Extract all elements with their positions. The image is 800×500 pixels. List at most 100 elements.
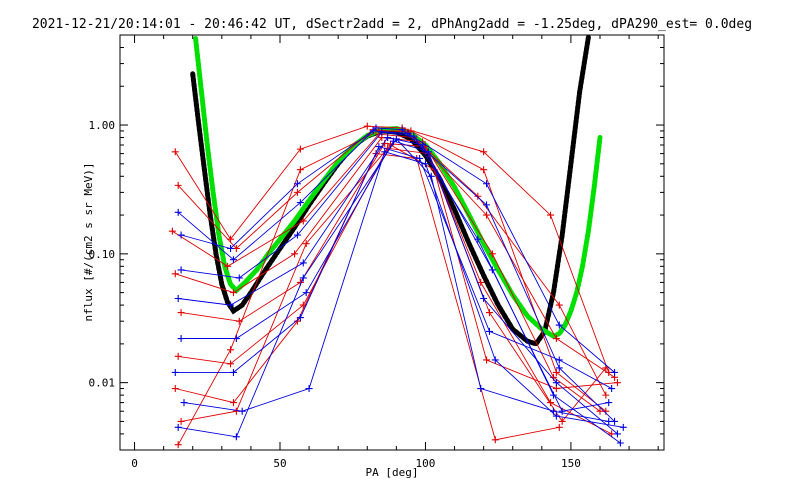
- data-point-blue: [174, 208, 182, 216]
- data-point-blue: [384, 134, 392, 142]
- data-point-red: [547, 211, 555, 219]
- data-point-red: [485, 309, 493, 317]
- data-point-red: [177, 417, 185, 425]
- series-blue-trace-11: [177, 127, 615, 422]
- data-point-red: [168, 227, 176, 235]
- data-point-blue: [177, 335, 185, 343]
- data-point-red: [491, 436, 499, 444]
- data-point-red: [555, 301, 563, 309]
- data-point-blue: [235, 274, 243, 282]
- data-point-red: [299, 301, 307, 309]
- data-point-red: [227, 346, 235, 354]
- data-point-blue: [232, 433, 240, 441]
- data-point-blue: [555, 364, 563, 372]
- data-point-blue: [180, 399, 188, 407]
- data-point-blue: [171, 368, 179, 376]
- data-point-blue: [229, 256, 237, 264]
- data-point-blue: [381, 148, 389, 156]
- data-point-red: [552, 368, 560, 376]
- data-point-blue: [299, 259, 307, 267]
- y-axis-label: nflux [#/(cm2 s sr MeV)]: [82, 163, 95, 322]
- data-point-red: [555, 423, 563, 431]
- data-point-red: [480, 148, 488, 156]
- x-tick-label: 100: [416, 457, 436, 470]
- data-point-blue: [605, 417, 613, 425]
- data-point-blue: [227, 245, 235, 253]
- series-red-trace-3: [177, 129, 607, 396]
- data-point-blue: [404, 129, 412, 137]
- data-point-blue: [480, 295, 488, 303]
- data-point-blue: [378, 128, 386, 136]
- data-point-red: [229, 289, 237, 297]
- data-point-blue: [299, 274, 307, 282]
- data-point-blue: [177, 231, 185, 239]
- data-point-red: [296, 166, 304, 174]
- y-tick-label: 1.00: [89, 119, 116, 132]
- data-point-blue: [232, 335, 240, 343]
- data-point-blue: [296, 199, 304, 207]
- axes: 0 50 100 150 0.01 0.10 1.00: [89, 34, 664, 470]
- data-point-red: [602, 364, 610, 372]
- data-point-blue: [552, 412, 560, 420]
- data-point-blue: [227, 301, 235, 309]
- data-point-red: [291, 250, 299, 258]
- data-point-blue: [619, 423, 627, 431]
- y-tick-label: 0.10: [89, 248, 116, 261]
- data-point-red: [483, 356, 491, 364]
- data-point-blue: [427, 172, 435, 180]
- data-point-blue: [302, 289, 310, 297]
- data-point-blue: [477, 385, 485, 393]
- series-blue-trace-17: [178, 138, 609, 438]
- data-point-blue: [552, 379, 560, 387]
- data-point-blue: [488, 266, 496, 274]
- data-point-red: [296, 145, 304, 153]
- plot-frame: [119, 34, 665, 451]
- data-point-blue: [605, 399, 613, 407]
- data-point-blue: [483, 201, 491, 209]
- x-tick-label: 0: [131, 457, 138, 470]
- series-blue-trace-18: [180, 130, 615, 373]
- data-point-red: [480, 166, 488, 174]
- x-axis-label: PA [deg]: [366, 466, 419, 479]
- data-point-red: [474, 192, 482, 200]
- data-point-red: [174, 441, 182, 449]
- chart-title: 2021-12-21/20:14:01 - 20:46:42 UT, dSect…: [32, 17, 752, 32]
- data-point-red: [171, 270, 179, 278]
- data-point-red: [363, 122, 371, 130]
- data-point-red: [171, 385, 179, 393]
- data-point-red: [174, 352, 182, 360]
- series-blue-trace-16: [183, 151, 624, 428]
- data-point-red: [299, 217, 307, 225]
- series-black-fit-curve: [190, 35, 591, 347]
- data-point-blue: [616, 439, 624, 447]
- series-red-trace-10: [177, 130, 607, 445]
- data-point-red: [171, 148, 179, 156]
- data-point-red: [477, 278, 485, 286]
- data-point-blue: [375, 143, 383, 151]
- data-point-blue: [392, 135, 400, 143]
- data-point-blue: [611, 368, 619, 376]
- plot-area: [168, 35, 627, 449]
- x-tick-label: 50: [273, 457, 286, 470]
- data-point-blue: [608, 385, 616, 393]
- series-blue-trace-13: [178, 136, 609, 412]
- data-point-blue: [229, 368, 237, 376]
- data-point-red: [174, 181, 182, 189]
- data-point-blue: [238, 407, 246, 415]
- data-point-red: [229, 399, 237, 407]
- series-red-trace-2: [174, 125, 610, 373]
- series-red-trace-5: [175, 137, 601, 412]
- y-tick-label: 0.01: [89, 377, 116, 390]
- data-point-blue: [483, 180, 491, 188]
- data-point-blue: [372, 124, 380, 132]
- data-point-blue: [549, 407, 557, 415]
- data-point-blue: [424, 148, 432, 156]
- series-blue-trace-12: [181, 131, 621, 444]
- data-point-red: [302, 240, 310, 248]
- data-point-red: [488, 250, 496, 258]
- x-tick-label: 150: [561, 457, 581, 470]
- data-point-blue: [369, 127, 377, 135]
- data-point-blue: [485, 327, 493, 335]
- data-point-blue: [296, 314, 304, 322]
